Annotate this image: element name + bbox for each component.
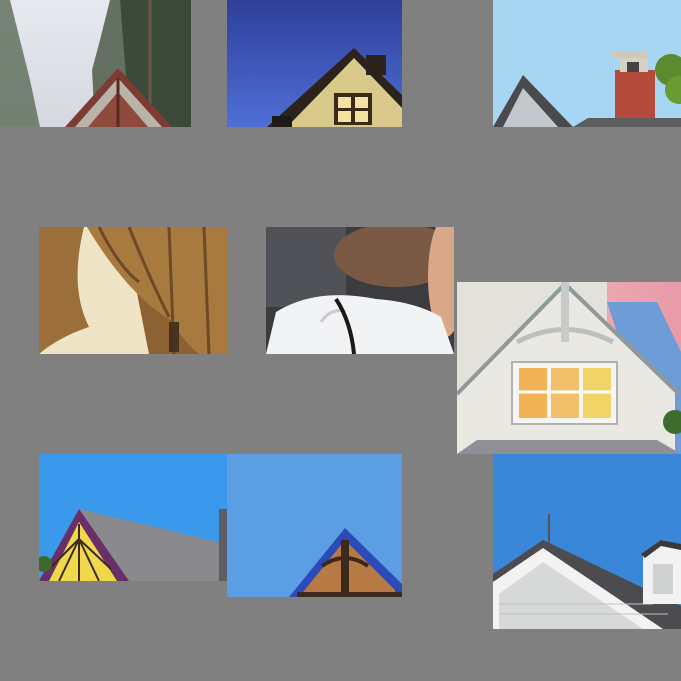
photo-yellow-gable-dusk: [227, 0, 402, 127]
photo-blue-gable-peak: [227, 454, 402, 597]
photo-white-blouse: [266, 227, 454, 354]
photo-white-shingle-gable: [493, 454, 681, 629]
photo-white-house-lit-window: [457, 282, 681, 454]
photo-red-gable-roof: [0, 0, 191, 127]
photo-roof-brick-chimney: [493, 0, 681, 127]
photo-golden-curtain: [39, 227, 227, 354]
photo-victorian-gable: [39, 454, 227, 581]
